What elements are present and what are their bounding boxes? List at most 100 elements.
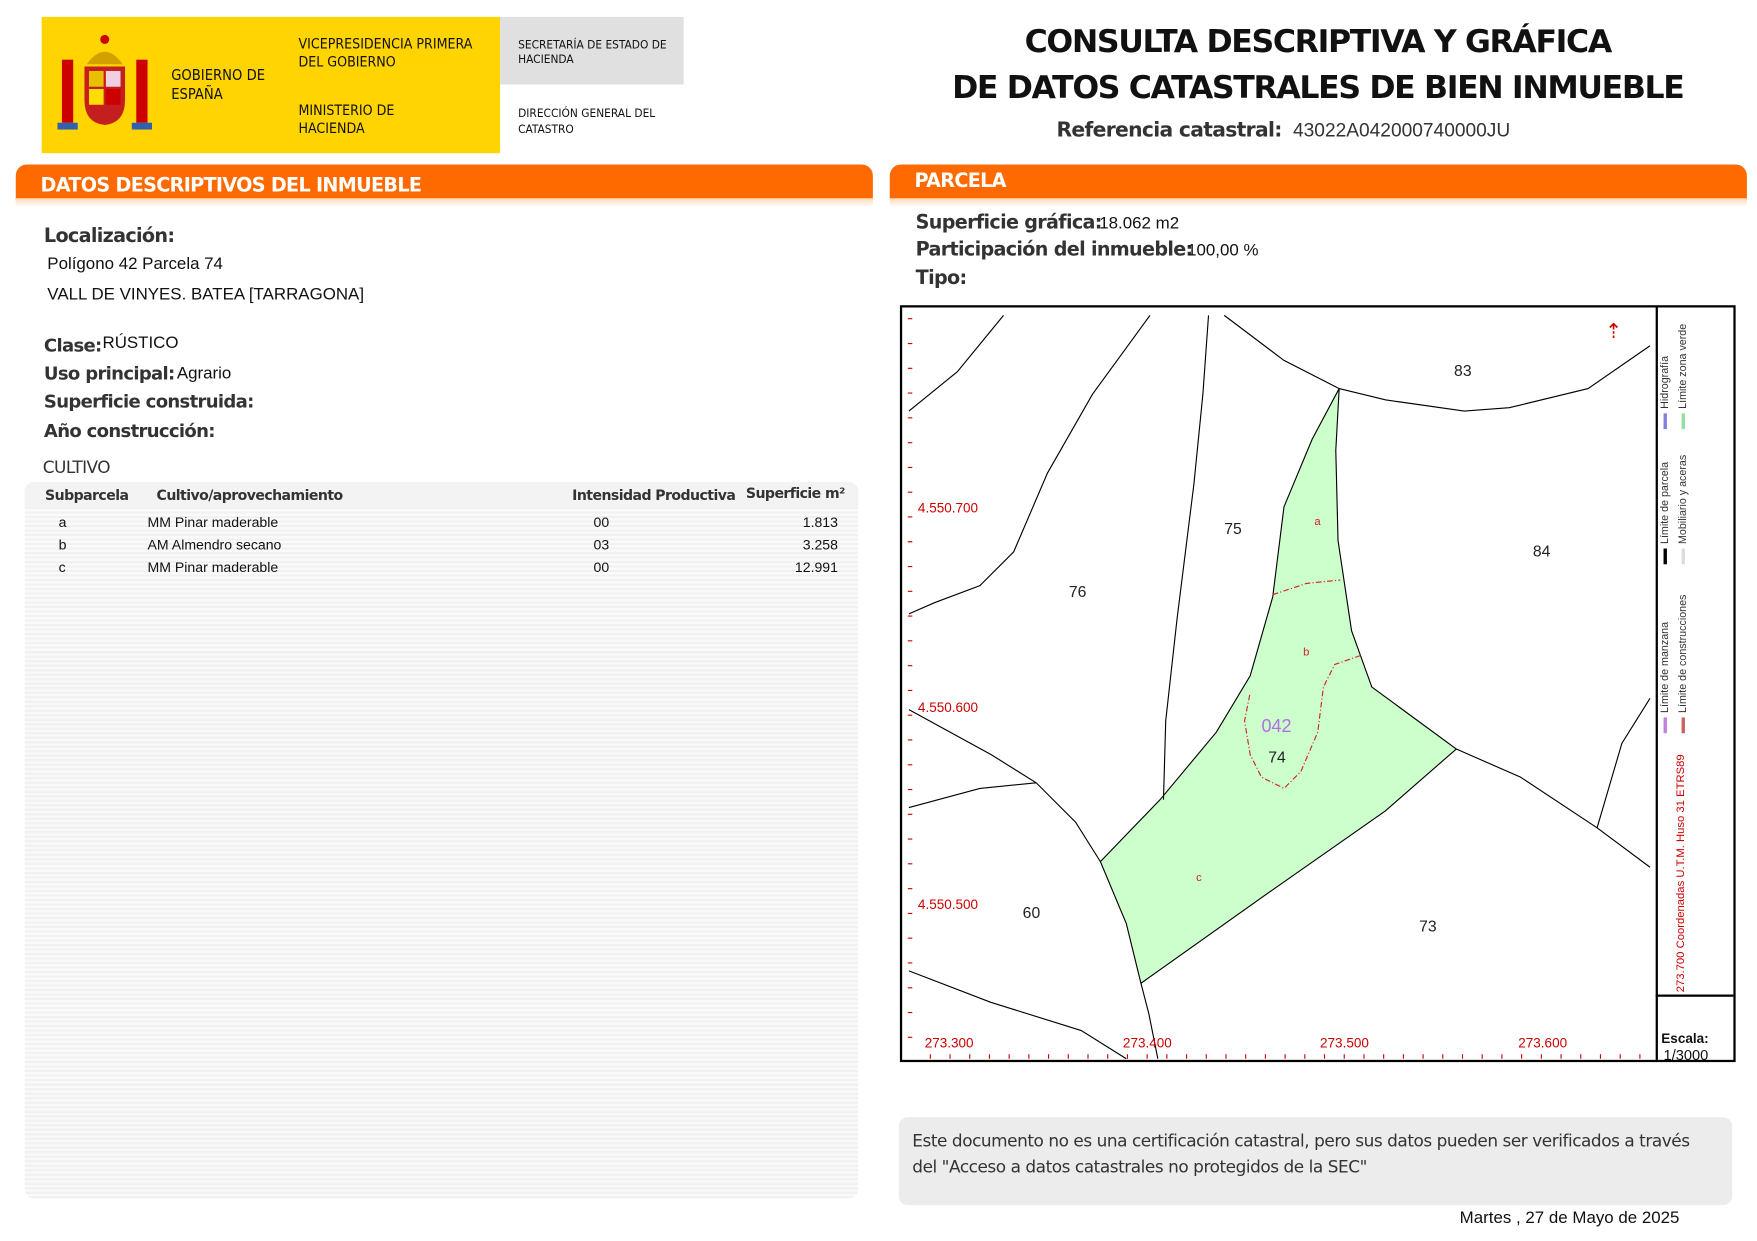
legend-swatch xyxy=(1681,413,1685,430)
cultivo-table: Subparcela Cultivo/aprovechamiento Inten… xyxy=(24,482,859,1199)
legend-swatch xyxy=(1681,717,1685,734)
parcel-label-p60: 60 xyxy=(1022,903,1041,922)
y-tick-label: 4.550.700 xyxy=(917,500,979,516)
uso-label: Uso principal: xyxy=(43,362,175,385)
x-tick-label: 273.500 xyxy=(1320,1035,1369,1051)
localizacion-label: Localización: xyxy=(43,225,175,248)
coat-of-arms-icon xyxy=(57,34,153,130)
cadastral-map[interactable]: ⇡ 83 84 75 76 74 60 73 042 a b c 4.550.700 4.550.600… xyxy=(899,305,1736,1064)
parcel-boundaries xyxy=(908,314,1651,1060)
page-title: CONSULTA DESCRIPTIVA Y GRÁFICA DE DATOS … xyxy=(890,18,1746,110)
participacion-value: 100,00 % xyxy=(1187,241,1259,261)
government-logo: GOBIERNO DE ESPAÑA VICEPRESIDENCIA PRIME… xyxy=(41,16,501,154)
logo-ministerio-text: MINISTERIO DE HACIENDA xyxy=(298,101,395,137)
table-row: a MM Pinar maderable 00 1.813 xyxy=(25,515,858,538)
cell-intensidad: 03 xyxy=(593,537,610,554)
scale-divider xyxy=(1655,994,1734,997)
notice-box: Este documento no es una certificación c… xyxy=(898,1117,1733,1206)
localizacion-line-2: VALL DE VINYES. BATEA [TARRAGONA] xyxy=(47,284,365,305)
cell-cultivo: MM Pinar maderable xyxy=(147,514,279,531)
y-tick-label: 4.550.600 xyxy=(917,699,979,716)
scale-label: Escala: xyxy=(1661,1030,1709,1047)
localizacion-line-1: Polígono 42 Parcela 74 xyxy=(47,254,223,274)
cell-subparcela: c xyxy=(58,559,66,576)
legend-label: Límite de manzana xyxy=(1659,621,1672,713)
title-line-1: CONSULTA DESCRIPTIVA Y GRÁFICA xyxy=(1024,22,1613,60)
legend-divider xyxy=(1655,307,1658,1060)
x-tick-label: 273.600 xyxy=(1518,1035,1568,1051)
legend-swatch xyxy=(1681,548,1685,565)
legend-swatch xyxy=(1663,717,1667,734)
cell-intensidad: 00 xyxy=(593,559,610,576)
north-arrow-icon: ⇡ xyxy=(1605,321,1622,343)
scale-value: 1/3000 xyxy=(1663,1046,1709,1064)
title-line-2: DE DATOS CATASTRALES DE BIEN INMUEBLE xyxy=(952,68,1685,106)
legend-item: Límite de parcela xyxy=(1659,461,1672,565)
cell-subparcela: b xyxy=(58,537,67,554)
legend-item: Límite zona verde xyxy=(1677,323,1690,430)
superficie-grafica-label: Superficie gráfica: xyxy=(915,211,1103,235)
subparcel-label-b: b xyxy=(1303,646,1310,659)
logo-secretaria-box: SECRETARÍA DE ESTADO DE HACIENDA xyxy=(500,16,684,85)
parcel-label-p83: 83 xyxy=(1454,361,1472,380)
superficie-grafica-value: 18.062 m2 xyxy=(1099,213,1180,234)
uso-value: Agrario xyxy=(176,363,232,383)
y-tick-label: 4.550.500 xyxy=(917,896,979,913)
col-superficie: Superficie m² xyxy=(745,484,845,502)
parcel-label-p84: 84 xyxy=(1532,541,1551,560)
col-cultivo: Cultivo/aprovechamiento xyxy=(156,486,344,504)
logo-direccion-text: DIRECCIÓN GENERAL DEL CATASTRO xyxy=(518,106,656,137)
col-intensidad: Intensidad Productiva xyxy=(572,486,736,504)
clase-value: RÚSTICO xyxy=(102,333,179,353)
map-canvas: ⇡ xyxy=(907,314,1651,1060)
logo-gobierno-text: GOBIERNO DE ESPAÑA xyxy=(171,67,266,104)
notice-text: Este documento no es una certificación c… xyxy=(912,1130,1690,1177)
table-header: Subparcela Cultivo/aprovechamiento Inten… xyxy=(24,482,859,507)
parcel-label-p75: 75 xyxy=(1224,519,1242,538)
cell-cultivo: AM Almendro secano xyxy=(147,537,282,554)
tipo-label: Tipo: xyxy=(915,266,967,290)
legend-label: Mobiliario y aceras xyxy=(1677,454,1690,545)
ano-construccion-label: Año construcción: xyxy=(43,420,216,442)
legend-label: Límite zona verde xyxy=(1677,323,1690,409)
cell-superficie: 3.258 xyxy=(802,537,838,554)
ref-label: Referencia catastral: xyxy=(1056,118,1282,142)
legend-item: Límite de construcciones xyxy=(1677,595,1689,734)
legend-swatch xyxy=(1663,413,1667,430)
table-row: c MM Pinar maderable 00 12.991 xyxy=(25,560,858,583)
ref-value: 43022A042000740000JU xyxy=(1292,119,1511,141)
table-row: b AM Almendro secano 03 3.258 xyxy=(25,537,858,560)
logo-vicepresidencia-text: VICEPRESIDENCIA PRIMERA DEL GOBIERNO xyxy=(298,34,473,70)
parcel-label-poligono: 042 xyxy=(1261,717,1292,737)
cultivo-title: CULTIVO xyxy=(42,457,111,478)
legend-label: Límite de construcciones xyxy=(1677,594,1690,713)
legend-item: Hidrografía xyxy=(1659,355,1672,430)
participacion-label: Participación del inmueble: xyxy=(915,238,1194,262)
subparcel-label-c: c xyxy=(1196,871,1202,885)
parcela-title: PARCELA xyxy=(914,170,1007,193)
logo-secretaria-text: SECRETARÍA DE ESTADO DE HACIENDA xyxy=(518,38,667,67)
date: Martes , 27 de Mayo de 2025 xyxy=(1459,1208,1680,1228)
x-tick-label: 273.300 xyxy=(924,1035,974,1051)
subparcel-label-a: a xyxy=(1314,515,1321,529)
cell-subparcela: a xyxy=(58,514,67,531)
legend-item: Mobiliario y aceras xyxy=(1677,454,1690,565)
legend-label: Hidrografía xyxy=(1659,355,1672,409)
cell-superficie: 1.813 xyxy=(802,514,838,531)
superficie-construida-label: Superficie construida: xyxy=(43,390,254,413)
cell-intensidad: 00 xyxy=(593,514,610,531)
parcela-header: PARCELA xyxy=(889,164,1747,208)
parcel-label-p76: 76 xyxy=(1068,582,1087,601)
descriptivos-header: DATOS DESCRIPTIVOS DEL INMUEBLE xyxy=(15,164,873,208)
parcel-label-p73: 73 xyxy=(1419,916,1437,935)
legend-swatch xyxy=(1663,548,1667,565)
cell-superficie: 12.991 xyxy=(794,559,838,576)
coord-note: 273.700 Coordenadas U.T.M. Huso 31 ETRS8… xyxy=(1674,754,1688,993)
col-subparcela: Subparcela xyxy=(45,486,129,504)
x-tick-label: 273.400 xyxy=(1122,1035,1172,1051)
cell-cultivo: MM Pinar maderable xyxy=(147,559,279,576)
parcel-74-shape xyxy=(1099,388,1458,985)
legend-label: Límite de parcela xyxy=(1659,461,1672,545)
descriptivos-title: DATOS DESCRIPTIVOS DEL INMUEBLE xyxy=(40,174,422,198)
clase-label: Clase: xyxy=(43,334,102,356)
